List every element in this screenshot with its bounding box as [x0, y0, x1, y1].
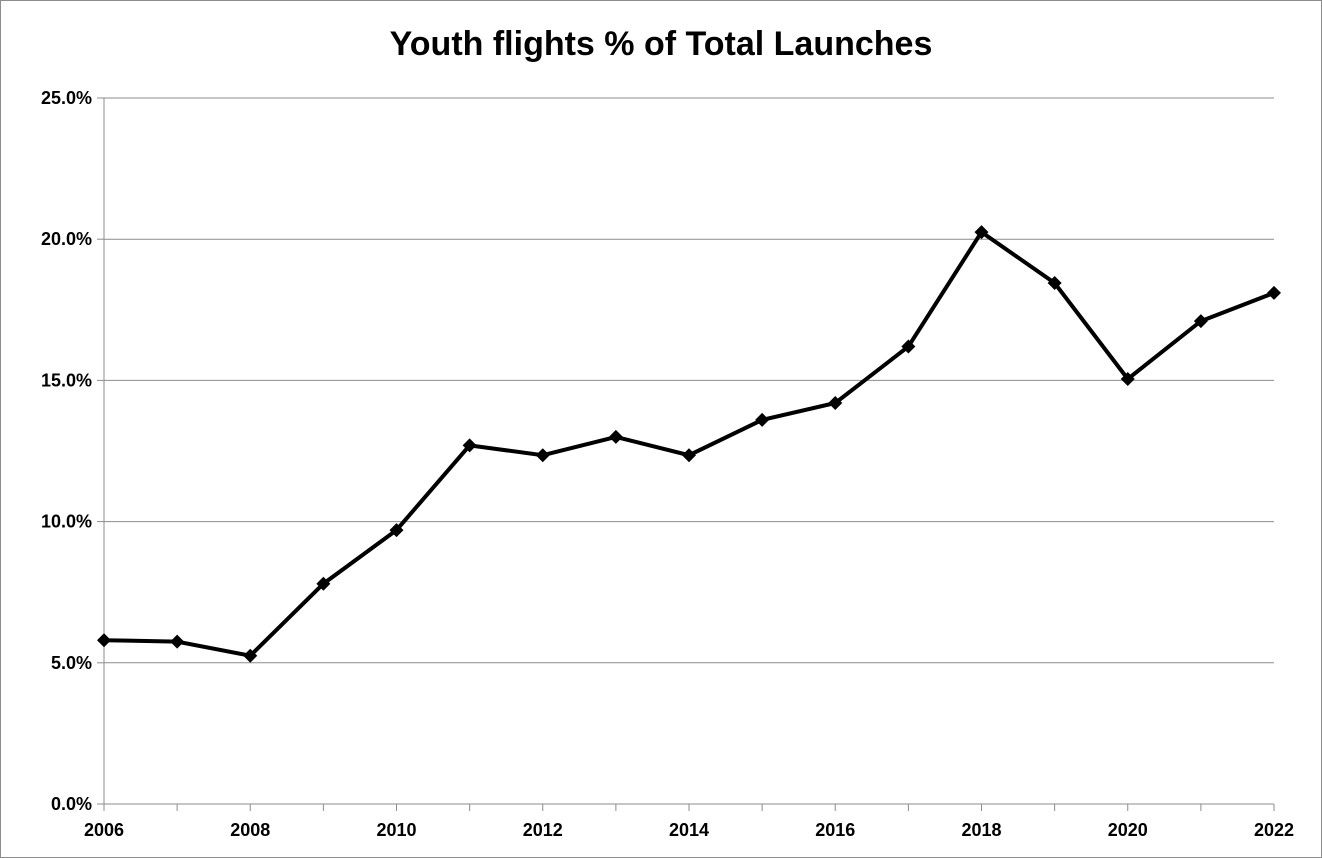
data-point-marker: [535, 448, 550, 463]
x-tick-label: 2014: [669, 820, 709, 840]
x-tick-label: 2018: [961, 820, 1001, 840]
data-point-marker: [1193, 314, 1208, 329]
chart-title: Youth flights % of Total Launches: [389, 25, 933, 63]
x-tick-label: 2006: [84, 820, 124, 840]
y-tick-label: 0.0%: [51, 794, 92, 814]
data-point-marker: [97, 633, 111, 648]
data-point-marker: [974, 225, 989, 240]
data-point-marker: [1267, 285, 1281, 300]
y-tick-label: 25.0%: [41, 88, 92, 108]
x-tick-label: 2008: [230, 820, 270, 840]
data-point-marker: [828, 395, 843, 410]
data-point-marker: [608, 429, 623, 444]
data-point-marker: [462, 438, 477, 453]
data-point-marker: [755, 412, 770, 427]
data-point-marker: [316, 576, 331, 591]
series-line: [103, 229, 1275, 658]
data-point-marker: [901, 339, 916, 354]
data-point-marker: [243, 648, 258, 663]
data-point-marker: [1120, 371, 1135, 386]
data-point-marker: [1047, 275, 1062, 290]
x-tick-label: 2022: [1254, 820, 1294, 840]
x-tick-label: 2010: [376, 820, 416, 840]
y-tick-label: 20.0%: [41, 229, 92, 249]
x-tick-label: 2012: [523, 820, 563, 840]
y-tick-label: 5.0%: [51, 653, 92, 673]
y-tick-label: 15.0%: [41, 370, 92, 390]
data-point-marker: [170, 634, 185, 649]
x-tick-label: 2016: [815, 820, 855, 840]
x-tick-label: 2020: [1108, 820, 1148, 840]
data-point-marker: [682, 448, 696, 463]
data-point-marker: [389, 523, 404, 538]
y-tick-label: 10.0%: [41, 512, 92, 532]
